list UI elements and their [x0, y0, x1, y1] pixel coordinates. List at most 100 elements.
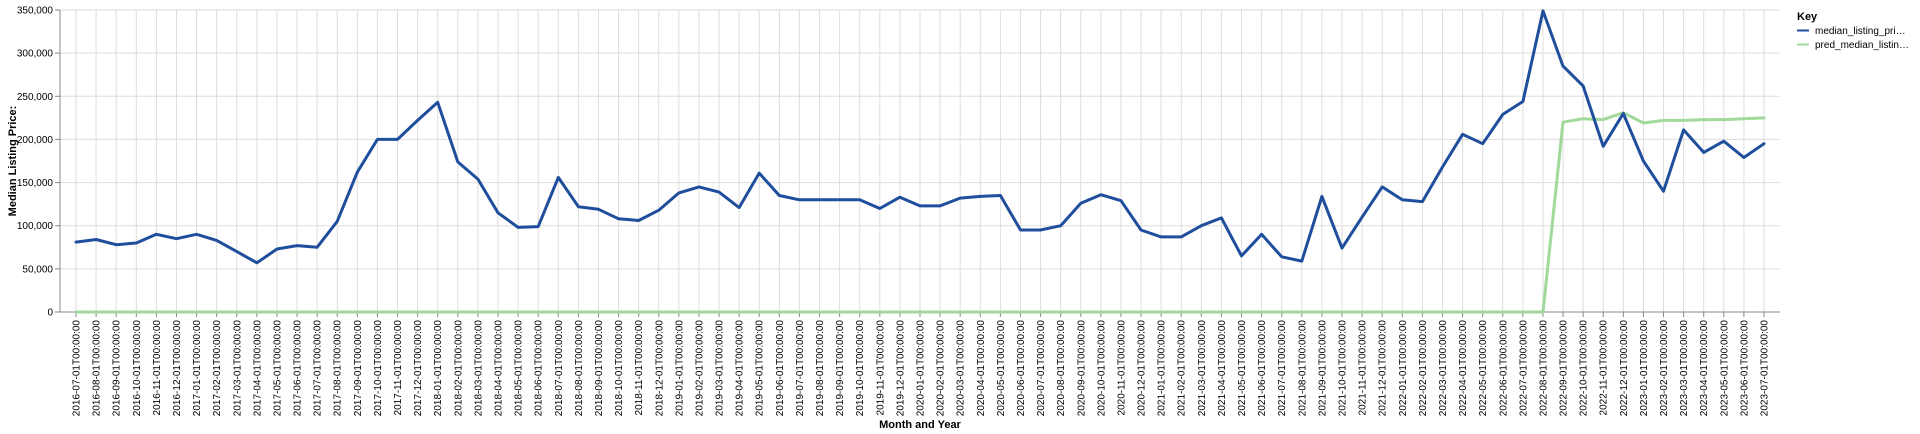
- x-tick-label: 2022-08-01T00:00:00: [1538, 320, 1549, 417]
- legend-title: Key: [1797, 11, 1818, 23]
- x-tick-label: 2019-02-01T00:00:00: [694, 320, 705, 417]
- x-tick-label: 2021-08-01T00:00:00: [1297, 320, 1308, 417]
- x-tick-label: 2017-03-01T00:00:00: [232, 320, 243, 417]
- x-tick-label: 2020-08-01T00:00:00: [1056, 320, 1067, 417]
- x-tick-label: 2020-07-01T00:00:00: [1036, 320, 1047, 417]
- x-tick-label: 2016-07-01T00:00:00: [72, 320, 83, 417]
- x-tick-label: 2018-09-01T00:00:00: [594, 320, 605, 417]
- x-tick-label: 2019-10-01T00:00:00: [855, 320, 866, 417]
- x-tick-label: 2021-10-01T00:00:00: [1338, 320, 1349, 417]
- x-axis-title: Month and Year: [879, 419, 961, 431]
- x-tick-label: 2022-12-01T00:00:00: [1619, 320, 1630, 417]
- x-tick-label: 2017-10-01T00:00:00: [373, 320, 384, 417]
- legend-label: pred_median_listin…: [1815, 40, 1909, 51]
- x-tick-label: 2020-11-01T00:00:00: [1116, 320, 1127, 416]
- x-tick-label: 2018-06-01T00:00:00: [534, 320, 545, 417]
- x-tick-label: 2019-08-01T00:00:00: [815, 320, 826, 417]
- x-tick-label: 2019-11-01T00:00:00: [875, 320, 886, 416]
- x-tick-label: 2016-10-01T00:00:00: [132, 320, 143, 417]
- x-tick-label: 2021-01-01T00:00:00: [1157, 320, 1168, 417]
- x-tick-label: 2017-11-01T00:00:00: [393, 320, 404, 416]
- x-tick-label: 2020-01-01T00:00:00: [916, 320, 927, 417]
- x-tick-label: 2020-02-01T00:00:00: [936, 320, 947, 417]
- x-tick-label: 2022-10-01T00:00:00: [1579, 320, 1590, 417]
- x-tick-label: 2017-06-01T00:00:00: [293, 320, 304, 417]
- x-tick-label: 2019-05-01T00:00:00: [755, 320, 766, 417]
- legend: Key median_listing_pri… pred_median_listi…: [1797, 11, 1909, 51]
- y-tick-label: 100,000: [17, 221, 54, 232]
- x-tick-label: 2017-01-01T00:00:00: [192, 320, 203, 417]
- x-tick-label: 2022-09-01T00:00:00: [1559, 320, 1570, 417]
- x-tick-label: 2021-06-01T00:00:00: [1257, 320, 1268, 417]
- x-tick-label: 2017-05-01T00:00:00: [272, 320, 283, 417]
- x-tick-label: 2017-09-01T00:00:00: [353, 320, 364, 417]
- x-tick-label: 2018-07-01T00:00:00: [554, 320, 565, 417]
- x-tick-label: 2018-01-01T00:00:00: [433, 320, 444, 417]
- x-tick-label: 2018-03-01T00:00:00: [473, 320, 484, 417]
- x-tick-label: 2019-01-01T00:00:00: [674, 320, 685, 417]
- y-tick-label: 350,000: [17, 6, 54, 17]
- x-tick-label: 2018-11-01T00:00:00: [634, 320, 645, 416]
- x-tick-label: 2019-07-01T00:00:00: [795, 320, 806, 417]
- x-tick-label: 2020-05-01T00:00:00: [996, 320, 1007, 417]
- x-tick-label: 2021-12-01T00:00:00: [1378, 320, 1389, 417]
- x-tick-label: 2017-02-01T00:00:00: [212, 320, 223, 417]
- legend-entries: median_listing_pri… pred_median_listin…: [1797, 26, 1909, 51]
- x-tick-label: 2021-05-01T00:00:00: [1237, 320, 1248, 417]
- y-tick-label: 300,000: [17, 49, 54, 60]
- x-tick-label: 2023-01-01T00:00:00: [1639, 320, 1650, 417]
- x-tick-label: 2022-11-01T00:00:00: [1599, 320, 1610, 416]
- x-tick-label: 2016-11-01T00:00:00: [152, 320, 163, 416]
- x-tick-label: 2021-02-01T00:00:00: [1177, 320, 1188, 417]
- x-tick-label: 2017-07-01T00:00:00: [313, 320, 324, 417]
- x-tick-label: 2020-06-01T00:00:00: [1016, 320, 1027, 417]
- y-tick-label: 250,000: [17, 92, 54, 103]
- x-tick-label: 2017-08-01T00:00:00: [333, 320, 344, 417]
- y-tick-label: 150,000: [17, 178, 54, 189]
- x-tick-label: 2019-04-01T00:00:00: [735, 320, 746, 417]
- x-tick-label: 2023-06-01T00:00:00: [1739, 320, 1750, 417]
- x-tick-label: 2016-08-01T00:00:00: [92, 320, 103, 417]
- x-tick-label: 2022-05-01T00:00:00: [1478, 320, 1489, 417]
- x-tick-label: 2020-12-01T00:00:00: [1137, 320, 1148, 417]
- gridlines: [60, 9, 1780, 313]
- x-tick-label: 2022-01-01T00:00:00: [1398, 320, 1409, 417]
- y-tick-label: 50,000: [22, 264, 53, 275]
- x-tick-label: 2018-02-01T00:00:00: [453, 320, 464, 417]
- x-tick-label: 2022-03-01T00:00:00: [1438, 320, 1449, 417]
- x-tick-label: 2021-07-01T00:00:00: [1277, 320, 1288, 417]
- x-tick-label: 2018-12-01T00:00:00: [654, 320, 665, 417]
- x-tick-label: 2020-10-01T00:00:00: [1096, 320, 1107, 417]
- x-tick-label: 2019-06-01T00:00:00: [775, 320, 786, 417]
- x-tick-label: 2021-03-01T00:00:00: [1197, 320, 1208, 417]
- x-tick-label: 2023-04-01T00:00:00: [1699, 320, 1710, 417]
- x-tick-label: 2023-03-01T00:00:00: [1679, 320, 1690, 417]
- x-tick-label: 2021-11-01T00:00:00: [1358, 320, 1369, 416]
- x-tick-label: 2020-04-01T00:00:00: [976, 320, 987, 417]
- x-tick-label: 2018-05-01T00:00:00: [514, 320, 525, 417]
- x-tick-label: 2019-12-01T00:00:00: [895, 320, 906, 417]
- x-tick-label: 2019-09-01T00:00:00: [835, 320, 846, 417]
- y-axis-title: Median Listing Price:: [7, 106, 19, 217]
- x-tick-label: 2017-04-01T00:00:00: [252, 320, 263, 417]
- x-tick-label: 2016-12-01T00:00:00: [172, 320, 183, 417]
- x-tick-label: 2021-04-01T00:00:00: [1217, 320, 1228, 417]
- x-tick-label: 2021-09-01T00:00:00: [1317, 320, 1328, 417]
- x-tick-label: 2016-09-01T00:00:00: [112, 320, 123, 417]
- y-tick-label: 200,000: [17, 135, 54, 146]
- x-tick-label: 2018-04-01T00:00:00: [494, 320, 505, 417]
- y-axis: 0 50,000 100,000 150,000 200,000 250,000 300,0…: [17, 6, 61, 319]
- series-line-pred-median-listing-price: [74, 111, 1766, 314]
- x-tick-label: 2023-07-01T00:00:00: [1760, 320, 1771, 417]
- series-line-median-listing-price: [74, 9, 1766, 265]
- x-tick-label: 2020-03-01T00:00:00: [956, 320, 967, 417]
- x-tick-label: 2022-04-01T00:00:00: [1458, 320, 1469, 417]
- x-tick-label: 2018-10-01T00:00:00: [614, 320, 625, 417]
- x-tick-label: 2017-12-01T00:00:00: [413, 320, 424, 417]
- x-tick-label: 2022-06-01T00:00:00: [1498, 320, 1509, 417]
- legend-label: median_listing_pri…: [1815, 26, 1906, 37]
- y-tick-label: 0: [47, 308, 53, 319]
- x-tick-label: 2023-02-01T00:00:00: [1659, 320, 1670, 417]
